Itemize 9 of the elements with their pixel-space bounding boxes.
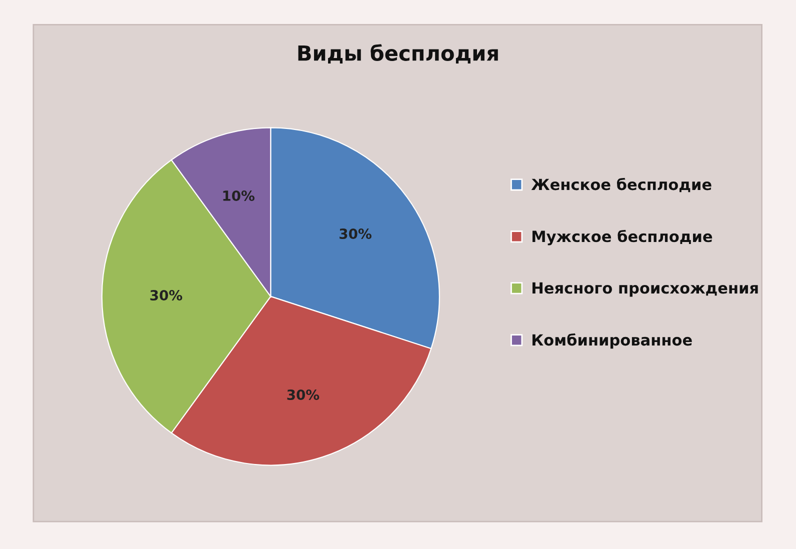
legend-label: Женское бесплодие xyxy=(531,178,712,192)
chart-title: Виды бесплодия xyxy=(298,44,498,64)
data-label: 30% xyxy=(150,290,182,300)
legend-label: Мужское бесплодие xyxy=(532,230,712,246)
data-label: 30% xyxy=(287,389,320,400)
legend-label: Неясного происхождения xyxy=(532,282,758,297)
data-label: 30% xyxy=(340,228,372,239)
legend-label: Комбинированное xyxy=(532,333,692,349)
data-label: 10% xyxy=(223,190,254,201)
